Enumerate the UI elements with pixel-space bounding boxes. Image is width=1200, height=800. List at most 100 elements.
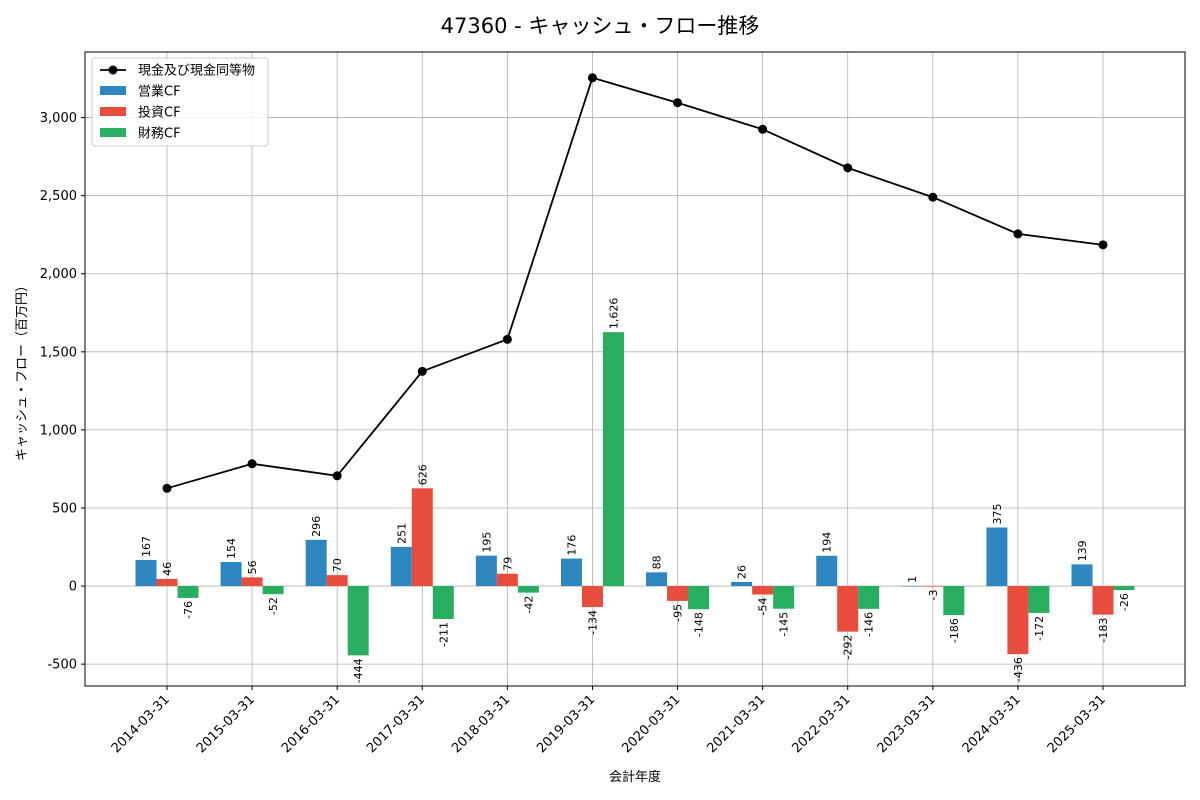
grid-layer: [85, 52, 1185, 686]
bar-value-label: 56: [246, 560, 259, 574]
y-tick-label: 2,500: [40, 189, 77, 204]
bar-investing-cf: [1007, 586, 1029, 655]
x-tick-label: 2025-03-31: [1045, 692, 1109, 756]
x-tick-label: 2014-03-31: [109, 692, 173, 756]
cash-equivalents-line: [166, 76, 1104, 490]
bar-operating-cf: [390, 546, 412, 587]
bar-value-label: -146: [863, 612, 876, 637]
x-tick-label: 2016-03-31: [279, 692, 343, 756]
bar-operating-cf: [1071, 564, 1093, 587]
bar-investing-cf: [156, 578, 178, 587]
bar-value-label: -54: [757, 597, 770, 615]
cash-equivalents-point: [247, 459, 257, 469]
bar-value-label: -42: [522, 596, 535, 614]
cash-equivalents-point: [1098, 240, 1108, 250]
bar-investing-cf: [581, 586, 603, 607]
bar-value-label: 296: [310, 516, 323, 537]
bar-financing-cf: [1113, 586, 1135, 591]
y-tick-label: 500: [52, 501, 77, 516]
cash-equivalents-point: [332, 471, 342, 481]
plot-frame: [84, 51, 1186, 687]
bar-operating-cf: [816, 555, 838, 587]
bar-investing-cf: [752, 586, 774, 595]
legend-swatch-financing: [100, 128, 126, 137]
bar-value-label: 176: [565, 535, 578, 556]
bar-value-label: -3: [927, 590, 940, 601]
x-tick-label: 2019-03-31: [534, 692, 598, 756]
bar-operating-cf: [560, 558, 582, 587]
bar-value-label: -183: [1097, 618, 1110, 643]
bar-value-label: 251: [395, 523, 408, 544]
x-tick-label: 2018-03-31: [449, 692, 513, 756]
bar-value-label: 154: [225, 538, 238, 559]
bar-value-label: 70: [331, 558, 344, 572]
cash-equivalents-point: [1013, 229, 1023, 239]
legend-label-financing: 財務CF: [138, 127, 181, 142]
bar-value-label: -52: [267, 597, 280, 615]
legend-label-investing: 投資CF: [138, 105, 181, 121]
bar-operating-cf: [305, 539, 327, 587]
x-tick-label: 2023-03-31: [875, 692, 939, 756]
bar-operating-cf: [135, 559, 157, 587]
bar-value-label: 375: [991, 504, 1004, 525]
axis-layer: -500 0 500 1,000 1,500 2,000 2,500 3,000 2014-03…: [40, 111, 1109, 756]
bar-value-label: 1: [906, 576, 919, 583]
bar-investing-cf: [326, 575, 348, 587]
bar-value-label: -145: [778, 612, 791, 637]
legend-swatch-operating: [100, 86, 126, 95]
y-tick-label: 3,000: [40, 111, 77, 126]
bar-value-label: 79: [501, 557, 514, 571]
bar-value-label: 46: [161, 562, 174, 576]
cash-equivalents-point: [502, 334, 512, 344]
x-tick-label: 2020-03-31: [619, 692, 683, 756]
legend-label-cash: 現金及び現金同等物: [138, 63, 255, 79]
bar-operating-cf: [646, 572, 668, 587]
bar-financing-cf: [602, 332, 624, 587]
bar-value-label: -148: [693, 612, 706, 637]
legend-swatch-investing: [100, 107, 126, 116]
bar-value-label: -95: [672, 604, 685, 622]
bar-value-label: -211: [437, 622, 450, 647]
y-tick-label: 2,000: [40, 267, 77, 282]
bar-operating-cf: [901, 585, 923, 587]
x-tick-label: 2017-03-31: [364, 692, 428, 756]
legend: 現金及び現金同等物 営業CF 投資CF 財務CF: [91, 57, 269, 147]
x-tick-label: 2015-03-31: [194, 692, 258, 756]
cash-equivalents-point: [843, 163, 853, 173]
bar-value-label: -186: [948, 618, 961, 643]
bar-financing-cf: [858, 586, 880, 609]
bar-value-label: -444: [352, 658, 365, 683]
bar-value-label: 195: [480, 532, 493, 553]
bar-financing-cf: [177, 586, 199, 598]
bar-financing-cf: [432, 586, 454, 620]
bar-value-label: -292: [842, 635, 855, 660]
bar-financing-cf: [517, 586, 539, 593]
legend-line-dot: [108, 65, 118, 75]
cash-equivalents-point: [928, 192, 938, 202]
y-tick-label: 0: [69, 580, 77, 595]
bar-value-label: -172: [1033, 616, 1046, 641]
bar-financing-cf: [347, 586, 369, 656]
bar-investing-cf: [411, 488, 433, 587]
bar-financing-cf: [262, 586, 284, 595]
cash-equivalents-point: [162, 483, 172, 493]
bar-value-label: -76: [182, 601, 195, 619]
cash-equivalents-point: [587, 73, 597, 83]
x-tick-label: 2024-03-31: [960, 692, 1024, 756]
bar-value-label: 167: [140, 536, 153, 557]
bar-value-label: -26: [1118, 593, 1131, 611]
bar-value-label: 26: [736, 565, 749, 579]
bar-investing-cf: [496, 573, 518, 587]
line-layer: [162, 73, 1108, 493]
bar-value-label: 1,626: [607, 298, 620, 330]
x-tick-label: 2022-03-31: [790, 692, 854, 756]
bar-value-label: 88: [651, 555, 664, 569]
bar-layer: [135, 332, 1135, 656]
cash-equivalents-point: [417, 366, 427, 376]
bar-value-label: -436: [1012, 657, 1025, 682]
bar-financing-cf: [1028, 586, 1050, 613]
legend-box: [91, 57, 269, 147]
bar-investing-cf: [922, 586, 944, 587]
